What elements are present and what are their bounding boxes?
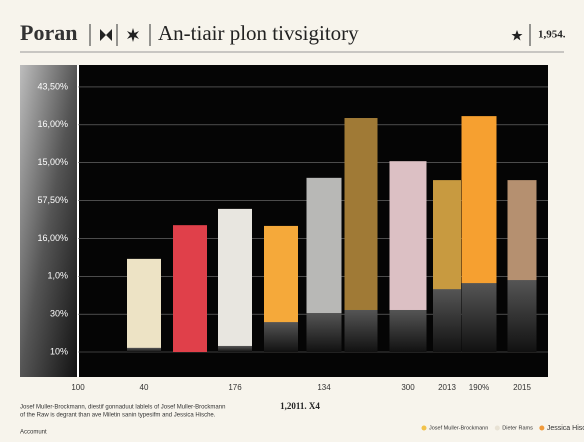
y-tick-label: 16,00% xyxy=(37,233,68,243)
star-icon xyxy=(127,28,139,42)
y-tick-label: 43,50% xyxy=(37,81,68,91)
x-tick-label: 176 xyxy=(228,383,242,392)
y-tick-label: 15,00% xyxy=(37,157,68,167)
bar-lower xyxy=(433,289,461,353)
year: 1,954. xyxy=(538,29,566,41)
bar-lower xyxy=(218,345,252,353)
note: of the Raw is degrant than ave Miletin s… xyxy=(20,413,216,419)
account: Accomunt xyxy=(20,430,47,436)
bar-lower xyxy=(264,322,298,353)
bar-lower xyxy=(461,283,497,353)
legend-swatch xyxy=(494,425,500,431)
legend-swatch xyxy=(539,425,545,431)
bar xyxy=(127,258,161,353)
x-tick-label: 134 xyxy=(317,383,331,392)
y-tick-label: 57,50% xyxy=(37,195,68,205)
legend-label: Dieter Rams xyxy=(502,425,533,431)
bowtie-icon xyxy=(100,29,112,41)
legend-swatch xyxy=(421,425,427,431)
bar-lower xyxy=(344,309,378,353)
page-title: An-tiair plon tivsigitory xyxy=(158,21,359,45)
note: Josef Muller-Brockmann, diestif gonnaduu… xyxy=(20,405,225,411)
bar xyxy=(218,208,252,353)
x-tick-label: 100 xyxy=(71,383,85,392)
legend-label: Jessica Hische xyxy=(547,425,584,432)
bar-lower xyxy=(507,280,537,353)
axis-panel xyxy=(20,65,78,377)
footer-center: 1,2011. X4 xyxy=(280,401,320,411)
bar-lower xyxy=(127,347,161,353)
bar xyxy=(173,225,207,353)
x-tick-label: 190% xyxy=(469,383,489,392)
y-tick-label: 1,0% xyxy=(47,271,68,281)
legend-label: Josef Muller-Brockmann xyxy=(429,425,488,431)
y-tick-label: 16,00% xyxy=(37,119,68,129)
star-icon xyxy=(511,30,523,41)
x-tick-label: 2015 xyxy=(513,383,531,392)
x-tick-label: 300 xyxy=(401,383,415,392)
y-tick-label: 30% xyxy=(50,309,68,319)
y-tick-label: 10% xyxy=(50,346,68,356)
bar-lower xyxy=(306,313,342,353)
x-tick-label: 2013 xyxy=(438,383,456,392)
brand: Poran xyxy=(20,20,77,45)
bar-lower xyxy=(389,309,427,353)
x-tick-label: 40 xyxy=(140,383,149,392)
